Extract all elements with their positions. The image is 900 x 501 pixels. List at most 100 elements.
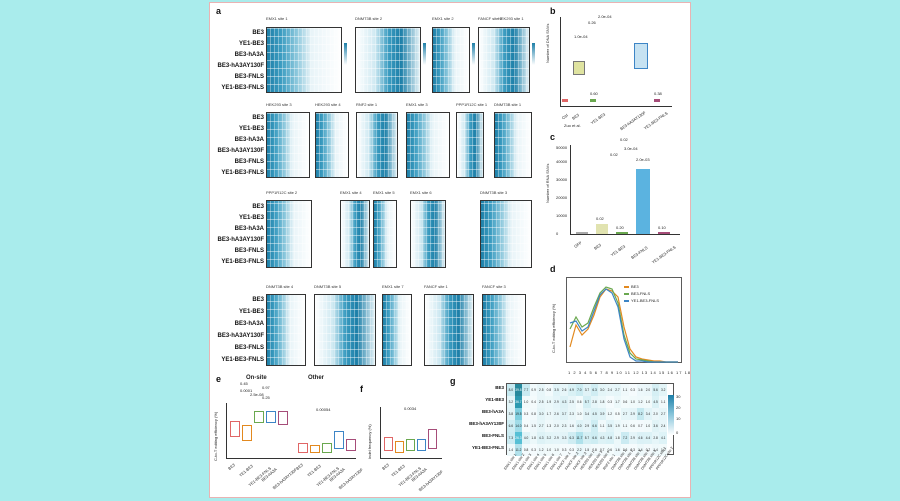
x-label: BE3	[226, 462, 236, 471]
heatmap-cell: 3.7	[583, 384, 591, 396]
p-value: 0.02	[610, 152, 618, 157]
heatmap	[482, 294, 526, 366]
heatmap-cell: 2.8	[651, 432, 660, 444]
site-title: DNMT3B site 4	[266, 284, 294, 289]
site-title: DNMT3B site 3	[480, 190, 508, 195]
heatmap-cell: 1.8	[529, 432, 538, 444]
heatmap-cell: 3.5	[606, 420, 614, 432]
legend-label: BE3-FNLS	[631, 291, 651, 296]
row-label: BE3	[252, 30, 264, 36]
heatmap-cell: 3.0	[537, 408, 546, 420]
heatmap-cell: 2.5	[537, 384, 546, 396]
heatmap-cell: 0.3	[567, 444, 576, 456]
row-label: BE3-FNLS	[234, 159, 264, 165]
panel-label-b: b	[550, 6, 556, 16]
colorbar	[423, 43, 426, 65]
heatmap-cell: 1.1	[621, 384, 629, 396]
heatmap-cell: 7.3	[507, 432, 515, 444]
heatmap-cell: 1.0	[644, 420, 652, 432]
heatmap	[478, 27, 530, 93]
heatmap-grid: 8.0 39.8 7.7 0.9 2.5 0.8 3.5 2.6 4.9 7.0 3.7 6.3 3.0…	[506, 383, 674, 456]
scale-label: 10	[676, 416, 681, 421]
y-tick: 20000	[556, 195, 568, 200]
row-label: BE3-hA3AY130F	[217, 148, 264, 154]
p-value: 0.02	[596, 216, 604, 221]
y-axis-label: C-to-T editing efficiency (%)	[213, 411, 218, 461]
heatmap	[266, 112, 310, 178]
heatmap-cell: 3.2	[545, 432, 553, 444]
heatmap-cell: 0.7	[598, 444, 607, 456]
box	[384, 437, 393, 451]
box	[406, 439, 415, 451]
heatmap-cell: 2.9	[552, 432, 561, 444]
heatmap-cell: 5.7	[583, 396, 591, 408]
heatmap-cell: 0.8	[545, 384, 553, 396]
site-title: FANCF site 1	[424, 284, 448, 289]
heatmap-cell: 1.0	[545, 444, 553, 456]
heatmap-cell: 2.9	[552, 396, 561, 408]
row-label: YE1-BE3	[238, 126, 264, 132]
heatmap-cell: 2.6	[560, 384, 568, 396]
line-plot	[566, 277, 682, 363]
row-label: BE3-FNLS	[234, 74, 264, 80]
group-title: Other	[308, 375, 325, 381]
heatmap-cell: 0.6	[606, 444, 614, 456]
heatmap-cell: 11.2	[514, 444, 523, 456]
site-title: EMX1 site 1	[266, 16, 288, 21]
panel-label-f: f	[360, 384, 363, 394]
heatmap-cell: 0.3	[560, 444, 568, 456]
row-label: BE3-hA3AY130F	[217, 333, 264, 339]
p-value: 3.0e-04	[624, 146, 638, 151]
heatmap-cell: 1.0	[522, 396, 530, 408]
legend-label: BE3	[631, 284, 639, 289]
x-label: YE1-BE3	[305, 463, 322, 478]
y-axis-label: Number of DNA SNVs	[545, 23, 550, 63]
box	[298, 443, 308, 453]
row-label: BE3-hA3A	[234, 321, 264, 327]
bar-be3-fnls	[636, 169, 650, 234]
x-ticks: 1 2 3 4 5 6 7 8 9 10 11 12 13 14 15 16 1…	[568, 370, 691, 375]
heatmap	[494, 112, 532, 178]
y-axis-label: Indel frequency (%)	[367, 424, 372, 459]
site-title: DNMT3B site 2	[355, 16, 383, 21]
heatmap-cell: 2.2	[575, 444, 584, 456]
site-title: HEK293 site 4	[315, 102, 341, 107]
box	[266, 411, 276, 423]
heatmap-cell: 0.6	[621, 444, 629, 456]
heatmap	[266, 200, 312, 268]
row-label: YE1-BE3-FNLS	[221, 85, 264, 91]
row-label: BE3-hA3AY130F	[217, 63, 264, 69]
heatmap-cell: 2.0	[644, 384, 652, 396]
heatmap-cell: 7.0	[575, 384, 584, 396]
heatmap-cell: 5.7	[583, 432, 591, 444]
heatmap	[355, 27, 421, 93]
box	[322, 443, 332, 453]
p-value: 0.00054	[316, 407, 331, 412]
x-label: BE3	[380, 462, 390, 471]
heatmap-cell: 1.9	[545, 396, 553, 408]
heatmap-cell: 3.7	[560, 408, 568, 420]
y-tick: 40000	[556, 159, 568, 164]
heatmap-cell: 1.8	[613, 432, 622, 444]
heatmap-cell: 1.5	[583, 444, 591, 456]
heatmap-cell: 0.3	[522, 408, 530, 420]
x-label: BE3-hA3AY130F	[619, 109, 647, 132]
x-label: Ctrl	[560, 112, 569, 121]
heatmap-cell: 4.0	[522, 432, 530, 444]
heatmap-cell: 1.3	[545, 420, 553, 432]
heatmap-cell: 0.7	[636, 420, 645, 432]
heatmap-cell: 1.1	[598, 420, 607, 432]
heatmap-cell: 1.4	[507, 444, 515, 456]
heatmap-cell: 1.0	[628, 396, 637, 408]
site-title: RNF2 site 1	[356, 102, 378, 107]
heatmap-cell: 3.4	[644, 408, 652, 420]
heatmap-cell: 1.0	[575, 408, 584, 420]
heatmap-cell: 3.4	[583, 408, 591, 420]
heatmap-cell: 1.6	[613, 444, 622, 456]
heatmap-cell: 1.1	[621, 420, 629, 432]
p-value: 2.0e-03	[636, 157, 650, 162]
legend-swatch	[624, 286, 629, 288]
panel-label-c: c	[550, 132, 556, 142]
row-label: YE1-BE3	[238, 41, 264, 47]
heatmap-cell: 5.6	[651, 384, 660, 396]
